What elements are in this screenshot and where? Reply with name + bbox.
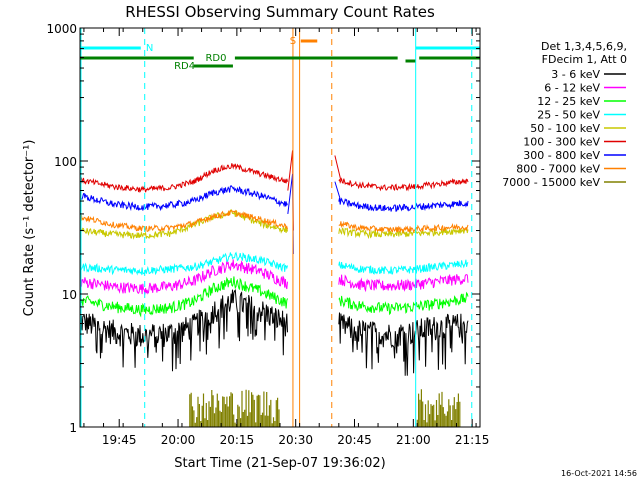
series-7	[79, 209, 469, 235]
legend-entry-0: 3 - 6 keV	[551, 68, 600, 81]
x-tick-label-6: 21:15	[455, 433, 490, 447]
series-2	[79, 276, 469, 318]
x-tick-label-2: 20:15	[220, 433, 255, 447]
series-3-pre	[79, 251, 288, 276]
x-tick-label-3: 20:30	[278, 433, 313, 447]
x-tick-label-4: 20:45	[337, 433, 372, 447]
x-tick-label-1: 20:00	[161, 433, 196, 447]
observing-flag-bars	[189, 389, 461, 427]
legend-entry-8: 7000 - 15000 keV	[502, 176, 600, 189]
series-2-post	[338, 291, 469, 316]
x-tick-label-5: 21:00	[396, 433, 431, 447]
legend-entry-7: 800 - 7000 keV	[516, 163, 600, 176]
flag-label-rd0: RD0	[205, 53, 226, 64]
legend-entry-4: 50 - 100 keV	[530, 122, 600, 135]
legend-header-line-1: Det 1,3,4,5,6,9,	[541, 40, 627, 53]
legend-entry-6: 300 - 800 keV	[523, 149, 600, 162]
x-tick-label-0: 19:45	[102, 433, 137, 447]
series-7-pre	[79, 209, 288, 232]
legend-header-line-2: FDecim 1, Att 0	[542, 53, 627, 66]
y-tick-label-2: 100	[54, 155, 77, 169]
series-6-pre	[79, 184, 288, 212]
series-1	[79, 259, 469, 295]
x-axis-label: Start Time (21-Sep-07 19:36:02)	[174, 456, 385, 471]
legend-entry-5: 100 - 300 keV	[523, 136, 600, 149]
series-1-pre	[79, 259, 288, 295]
series-3-post	[338, 259, 469, 275]
legend-entry-1: 6 - 12 keV	[544, 82, 600, 95]
series-7-post	[338, 220, 469, 235]
series-2-pre	[79, 276, 288, 318]
series-0-post	[338, 312, 469, 376]
y-tick-label-3: 1000	[46, 22, 77, 36]
series-1-post	[338, 274, 469, 293]
chart-title: RHESSI Observing Summary Count Rates	[125, 3, 435, 21]
timestamp: 16-Oct-2021 14:56	[561, 469, 637, 478]
spike-red-post	[334, 155, 342, 181]
series-8-bars	[189, 389, 461, 427]
series-3	[79, 251, 469, 276]
series-0	[79, 289, 469, 376]
series-6-post	[338, 197, 469, 212]
series-0-pre	[79, 289, 288, 372]
legend: Det 1,3,4,5,6,9, FDecim 1, Att 0 3 - 6 k…	[502, 40, 627, 189]
flag-label-n: N	[146, 43, 153, 54]
y-tick-label-0: 1	[69, 421, 77, 435]
series-5	[79, 163, 469, 193]
series-5-pre	[79, 163, 288, 193]
y-axis-label: Count Rate (s⁻¹ detector⁻¹)	[22, 140, 37, 317]
legend-entry-2: 12 - 25 keV	[537, 95, 600, 108]
legend-entry-3: 25 - 50 keV	[537, 109, 600, 122]
series-6	[79, 184, 469, 212]
spike-blue-post	[334, 181, 342, 202]
y-tick-label-1: 10	[62, 288, 77, 302]
flag-label-rd4: RD4	[174, 61, 195, 72]
axes-layer: N RD0 RD4 S 1 10 100 1000 19:45 20:00 20:15 20:30 20…	[46, 22, 489, 447]
flag-label-s: S	[290, 36, 296, 47]
series-5-post	[338, 177, 469, 192]
